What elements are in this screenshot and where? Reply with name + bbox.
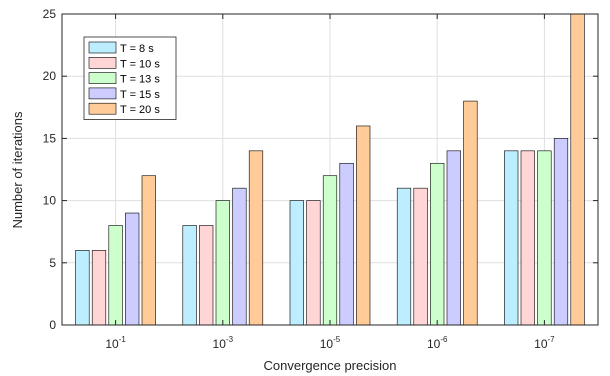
bar bbox=[215, 200, 230, 326]
bar bbox=[108, 225, 123, 326]
x-tick-label: 10-3 bbox=[213, 335, 234, 351]
legend-label: T = 8 s bbox=[120, 43, 154, 55]
y-tick-label: 10 bbox=[43, 194, 57, 208]
legend-label: T = 13 s bbox=[120, 74, 160, 86]
bar bbox=[182, 225, 197, 326]
y-axis-label: Number of iterations bbox=[10, 111, 25, 229]
legend-label: T = 10 s bbox=[120, 58, 160, 70]
bar bbox=[199, 225, 214, 326]
bar bbox=[306, 200, 321, 326]
bar bbox=[537, 150, 552, 326]
bar bbox=[504, 150, 519, 326]
bar bbox=[570, 13, 585, 326]
bar bbox=[430, 162, 445, 326]
y-tick-label: 5 bbox=[49, 256, 56, 270]
x-axis-ticks: 10-1 10-3 10-5 10-6 10-7 bbox=[105, 14, 555, 351]
bar bbox=[553, 138, 569, 326]
bar bbox=[413, 187, 428, 326]
bar bbox=[232, 187, 247, 326]
x-tick-label: 10-6 bbox=[427, 335, 448, 351]
y-tick-label: 15 bbox=[43, 131, 57, 145]
legend-swatch bbox=[88, 72, 117, 84]
legend-swatch bbox=[88, 41, 117, 54]
bar bbox=[125, 212, 140, 326]
bar bbox=[446, 150, 461, 326]
bar bbox=[141, 175, 156, 326]
legend-label: T = 15 s bbox=[120, 89, 160, 101]
bar bbox=[75, 250, 90, 326]
bar bbox=[91, 250, 107, 326]
bar bbox=[463, 100, 478, 326]
bar bbox=[322, 175, 338, 326]
legend-label: T = 20 s bbox=[120, 104, 160, 116]
bar bbox=[248, 150, 264, 326]
bar bbox=[356, 125, 371, 326]
bar bbox=[339, 162, 354, 326]
legend: T = 8 s T = 10 s T = 13 s T = 15 s T = 20 s bbox=[83, 36, 177, 120]
bar bbox=[396, 187, 412, 326]
x-axis-label: Convergence precision bbox=[264, 358, 397, 373]
bar bbox=[289, 200, 304, 326]
legend-swatch bbox=[88, 87, 117, 100]
bars bbox=[75, 13, 585, 326]
y-axis-ticks: 0 5 10 15 20 25 bbox=[43, 7, 598, 332]
legend-swatch bbox=[88, 102, 117, 115]
y-tick-label: 25 bbox=[43, 7, 57, 21]
bar bbox=[520, 150, 535, 326]
x-tick-label: 10-1 bbox=[105, 335, 126, 351]
y-tick-label: 0 bbox=[49, 318, 56, 332]
legend-swatch bbox=[88, 56, 117, 69]
y-tick-label: 20 bbox=[43, 69, 57, 83]
x-tick-label: 10-5 bbox=[320, 335, 341, 351]
x-tick-label: 10-7 bbox=[534, 335, 555, 351]
